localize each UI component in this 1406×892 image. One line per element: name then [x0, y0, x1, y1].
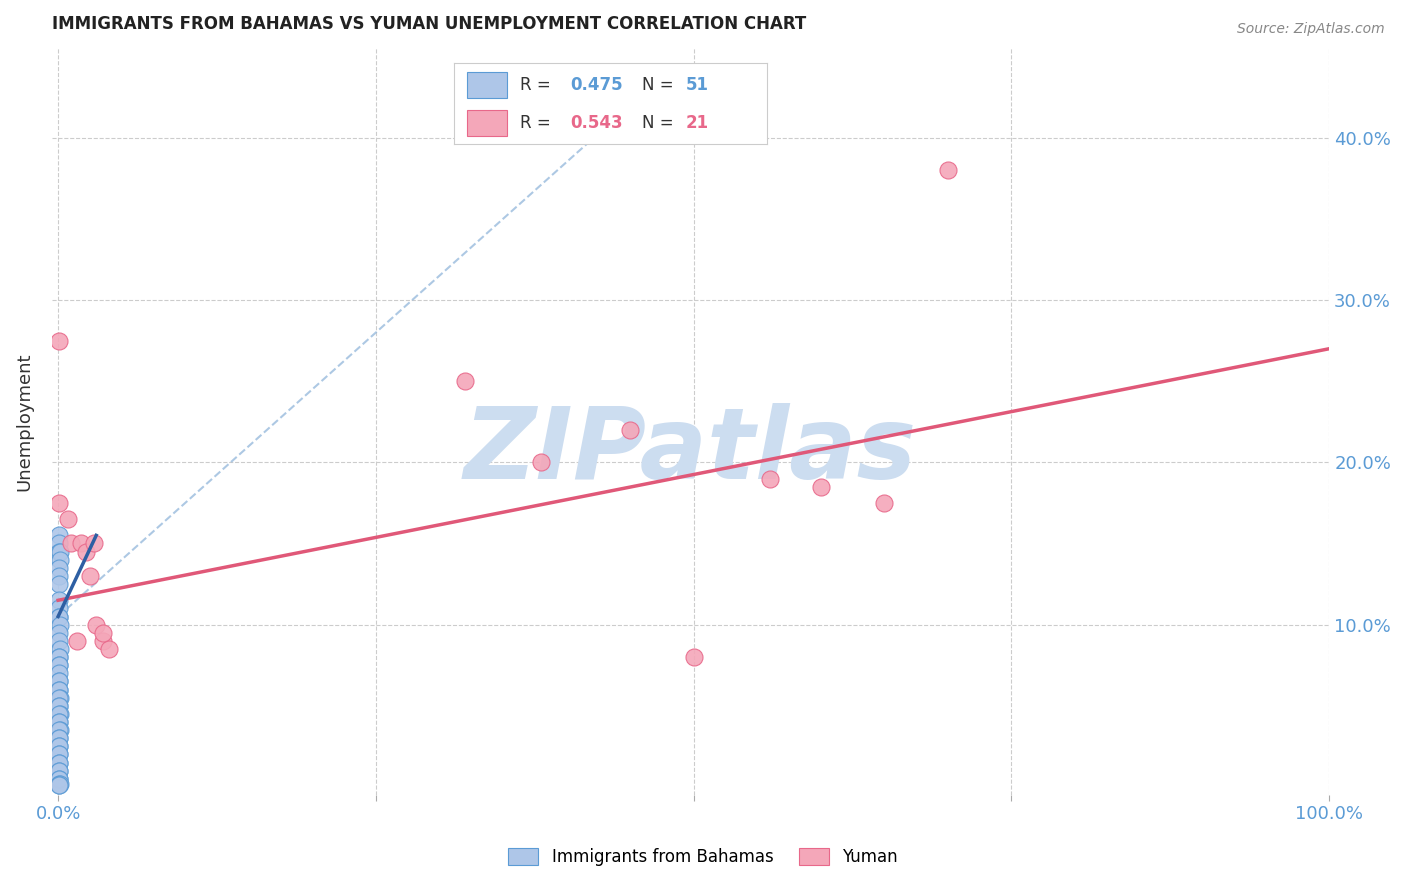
Point: [48, 561, 70, 575]
Point: [48, 756, 70, 770]
Point: [48, 706, 70, 721]
Point: [48, 772, 70, 786]
Point: [810, 480, 832, 494]
Point: [48, 593, 70, 607]
Point: [48, 609, 70, 624]
Point: [48, 778, 70, 792]
Point: [48, 723, 70, 738]
Point: [48, 723, 70, 738]
Point: [48, 658, 70, 673]
Point: [79, 569, 101, 583]
Point: [91, 625, 114, 640]
Point: [59, 536, 82, 550]
Point: [48, 772, 70, 786]
Point: [48, 777, 70, 791]
Point: [454, 374, 477, 388]
Point: [48, 747, 70, 762]
Point: [48, 334, 70, 348]
Point: [759, 472, 782, 486]
Point: [91, 633, 114, 648]
Point: [83, 536, 105, 550]
Y-axis label: Unemployment: Unemployment: [15, 352, 32, 491]
Point: [48, 496, 70, 510]
Point: [49, 552, 72, 566]
Point: [48, 625, 70, 640]
Point: [48, 747, 70, 762]
Point: [48, 544, 70, 558]
Point: [70, 536, 93, 550]
Point: [48, 739, 70, 754]
Point: [48, 690, 70, 705]
Point: [75, 544, 97, 558]
Text: Source: ZipAtlas.com: Source: ZipAtlas.com: [1237, 22, 1385, 37]
Point: [48, 577, 70, 591]
Point: [530, 455, 553, 469]
Point: [58, 512, 80, 526]
Point: [48, 698, 70, 713]
Point: [48, 666, 70, 681]
Point: [48, 731, 70, 746]
Point: [48, 739, 70, 754]
Point: [48, 536, 70, 550]
Point: [48, 682, 70, 697]
Point: [66, 633, 89, 648]
Point: [48, 601, 70, 615]
Point: [84, 617, 107, 632]
Point: [936, 163, 959, 178]
Point: [48, 756, 70, 770]
Point: [48, 731, 70, 746]
Point: [48, 714, 70, 729]
Point: [48, 674, 70, 689]
Point: [49, 706, 72, 721]
Point: [48, 777, 70, 791]
Point: [48, 633, 70, 648]
Point: [48, 682, 70, 697]
Point: [48, 544, 70, 558]
Point: [48, 569, 70, 583]
Point: [48, 778, 70, 792]
Point: [48, 528, 70, 542]
Text: IMMIGRANTS FROM BAHAMAS VS YUMAN UNEMPLOYMENT CORRELATION CHART: IMMIGRANTS FROM BAHAMAS VS YUMAN UNEMPLO…: [52, 15, 806, 33]
Point: [97, 642, 120, 657]
Point: [48, 764, 70, 778]
Point: [619, 423, 641, 437]
Point: [48, 698, 70, 713]
Point: [48, 714, 70, 729]
Point: [48, 764, 70, 778]
Point: [49, 642, 72, 657]
Point: [48, 690, 70, 705]
Legend: Immigrants from Bahamas, Yuman: Immigrants from Bahamas, Yuman: [501, 840, 905, 875]
Point: [48, 674, 70, 689]
Point: [48, 650, 70, 665]
Point: [873, 496, 896, 510]
Text: ZIPatlas: ZIPatlas: [464, 403, 917, 500]
Point: [48, 650, 70, 665]
Point: [48, 617, 70, 632]
Point: [48, 658, 70, 673]
Point: [682, 650, 704, 665]
Point: [48, 609, 70, 624]
